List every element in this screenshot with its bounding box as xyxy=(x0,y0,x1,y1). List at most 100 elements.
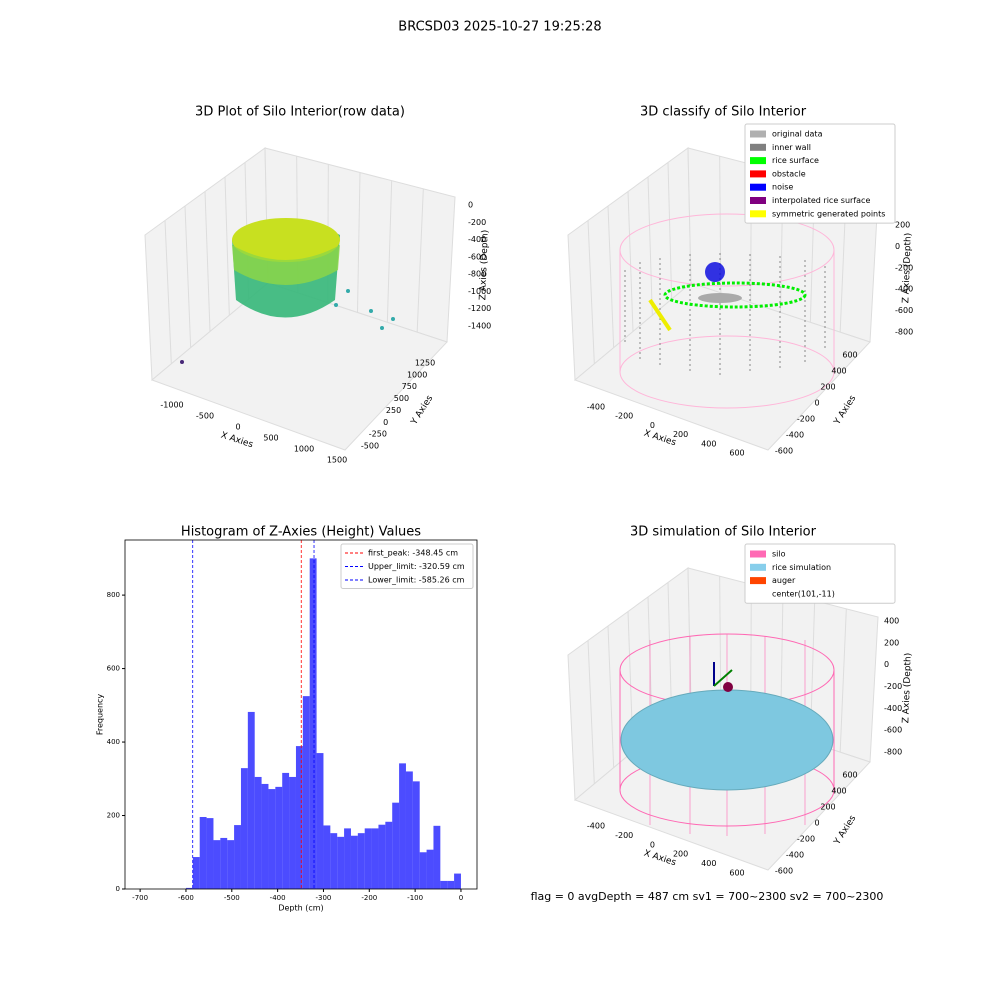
y-tick-label: 1000 xyxy=(407,370,427,379)
bar xyxy=(344,828,351,889)
legend-swatch xyxy=(750,170,766,178)
z-tick-label: 0 xyxy=(895,242,900,251)
z-tick-label: -1000 xyxy=(468,287,491,296)
y-tick-label: 0 xyxy=(383,418,388,427)
bar xyxy=(440,880,448,889)
y-tick-label: 600 xyxy=(107,665,120,673)
legend-label: first_peak: -348.45 cm xyxy=(368,549,458,558)
y-tick-label: 400 xyxy=(107,738,120,746)
y-tick-label: 250 xyxy=(386,406,401,415)
x-tick-label: 600 xyxy=(729,869,744,878)
pane-grid xyxy=(416,188,424,333)
z-tick-label: 0 xyxy=(468,201,473,210)
x-tick-label: 0 xyxy=(235,423,240,432)
bar xyxy=(316,753,324,889)
z-tick-label: -600 xyxy=(884,726,902,735)
x-tick-label: -500 xyxy=(224,894,240,902)
bar xyxy=(240,768,248,889)
pane-grid xyxy=(627,191,634,332)
bar xyxy=(392,802,400,889)
bar xyxy=(199,816,207,889)
z-tick-label: -200 xyxy=(468,218,486,227)
pane-grid xyxy=(357,172,361,313)
x-tick-label: -200 xyxy=(361,894,377,902)
legend-label: auger xyxy=(772,576,796,585)
y-tick-label: 200 xyxy=(820,803,835,812)
z-tick-label: -400 xyxy=(468,235,486,244)
legend-box xyxy=(744,543,896,604)
pane-grid xyxy=(224,176,230,316)
pane-grid xyxy=(587,220,595,364)
bar xyxy=(254,776,262,889)
bar xyxy=(371,828,379,889)
z-tick-label: -400 xyxy=(884,704,902,713)
legend-swatch xyxy=(750,563,766,571)
x-tick-label: 400 xyxy=(701,859,716,868)
legend-label: obstacle xyxy=(772,169,806,178)
z-tick-label: 200 xyxy=(895,221,910,230)
legend-label: Lower_limit: -585.26 cm xyxy=(368,576,465,585)
legend-label: rice surface xyxy=(772,156,819,165)
z-tick-label: -800 xyxy=(884,748,902,757)
x-tick-label: -400 xyxy=(587,822,605,831)
y-tick-label: 600 xyxy=(842,771,857,780)
legend-label: noise xyxy=(772,183,793,192)
x-tick-label: 200 xyxy=(673,430,688,439)
x-tick-label: 500 xyxy=(263,434,278,443)
x-tick-label: -600 xyxy=(178,894,194,902)
y-tick-label: -600 xyxy=(775,447,793,456)
y-tick-label: -400 xyxy=(786,851,804,860)
bar xyxy=(282,772,290,889)
bar xyxy=(261,783,269,889)
z-tick-label: -200 xyxy=(884,682,902,691)
legend-swatch xyxy=(750,210,766,218)
bar xyxy=(454,873,461,889)
pane-grid xyxy=(164,220,172,364)
y-tick-label: 750 xyxy=(402,382,417,391)
pane-grid xyxy=(204,191,211,332)
pane-grid xyxy=(667,582,673,720)
legend-label: original data xyxy=(772,130,823,139)
bar xyxy=(357,833,365,889)
y-tick-label: 0 xyxy=(814,819,819,828)
legend-label: Upper_limit: -320.59 cm xyxy=(368,562,465,571)
y-tick-label: -500 xyxy=(361,442,379,451)
pane-grid xyxy=(839,608,847,753)
x-tick-label: -400 xyxy=(270,894,286,902)
y-tick-label: -600 xyxy=(775,867,793,876)
y-tick-label: -250 xyxy=(369,430,387,439)
subplot-title: 3D Plot of Silo Interior(row data) xyxy=(195,105,405,120)
z-tick-label: -1200 xyxy=(468,304,491,313)
bar xyxy=(206,818,214,889)
bar xyxy=(350,835,358,889)
bar xyxy=(385,821,393,889)
bar xyxy=(213,840,221,889)
y-tick-label: 0 xyxy=(814,399,819,408)
cloud-4 xyxy=(619,633,835,836)
x-tick-label: -500 xyxy=(196,412,214,421)
y-tick-label: -200 xyxy=(797,415,815,424)
subplot-title: 3D simulation of Silo Interior xyxy=(630,525,817,540)
y-tick-label: -200 xyxy=(797,835,815,844)
cloud-1 xyxy=(180,218,395,364)
legend-box xyxy=(744,123,896,224)
legend-swatch xyxy=(750,157,766,165)
legend-swatch xyxy=(750,143,766,151)
bar xyxy=(419,852,427,889)
bar xyxy=(323,825,331,889)
x-axis-label: Depth (cm) xyxy=(278,904,323,913)
x-tick-label: 0 xyxy=(459,894,463,902)
pane-grid xyxy=(386,180,393,323)
subplot-title: 3D classify of Silo Interior xyxy=(640,105,807,120)
legend-label: silo xyxy=(772,550,786,559)
bar xyxy=(302,696,310,889)
legend-label: rice simulation xyxy=(772,563,831,572)
z-tick-label: -400 xyxy=(895,285,913,294)
bar xyxy=(275,786,283,889)
z-axis-label: Z Axies (Depth) xyxy=(901,233,913,304)
z-tick-label: -600 xyxy=(468,252,486,261)
y-tick-label: 200 xyxy=(820,383,835,392)
z-tick-label: -800 xyxy=(895,328,913,337)
y-tick-label: 800 xyxy=(107,591,120,599)
